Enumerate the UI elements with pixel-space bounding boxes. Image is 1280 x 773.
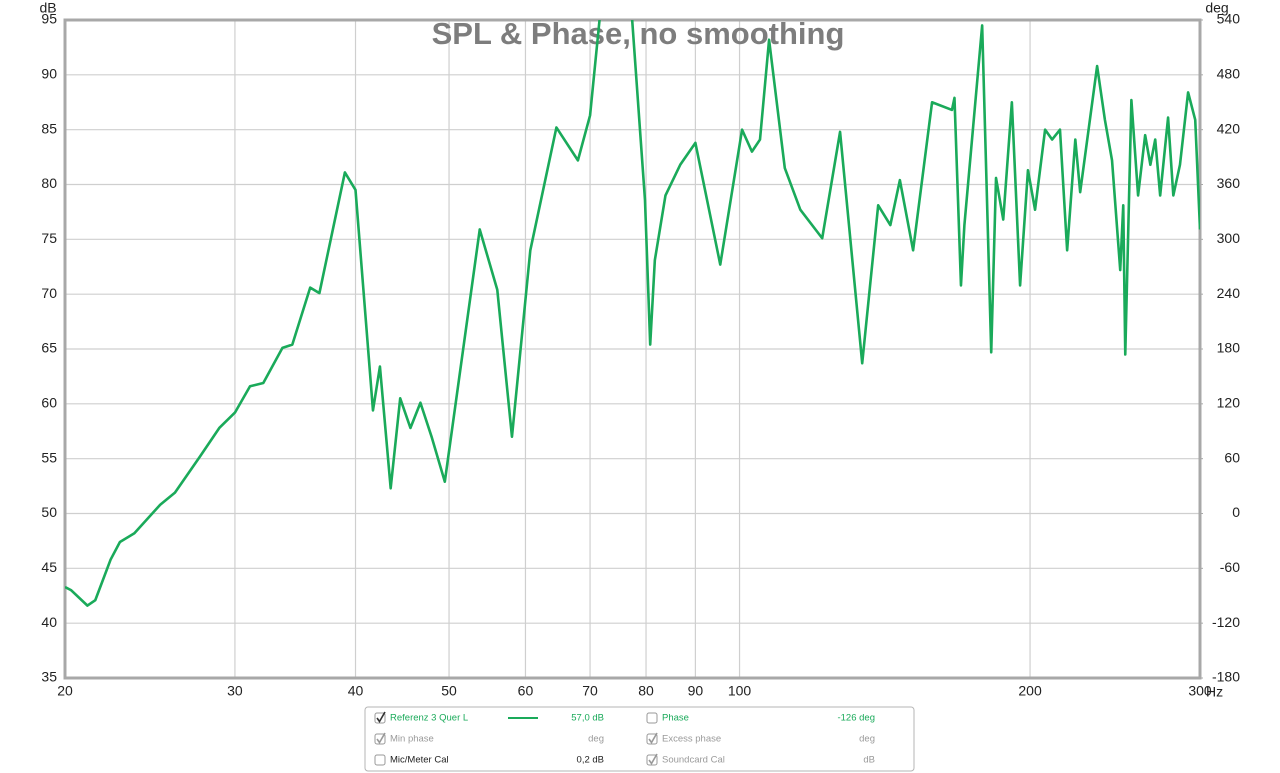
x-tick-label: 30 [227, 683, 243, 699]
checkbox[interactable] [374, 754, 386, 766]
legend-value: 57,0 dB [571, 713, 604, 724]
legend-label: Soundcard Cal [662, 755, 725, 766]
y-tick-label: 35 [41, 669, 57, 685]
y-tick-label: 90 [41, 66, 57, 82]
y2-axis-unit: deg [1205, 0, 1228, 16]
y-tick-label: 85 [41, 120, 57, 136]
legend-value: dB [863, 755, 875, 766]
spl-line [65, 20, 1200, 607]
y2-tick-label: 60 [1224, 449, 1240, 465]
y2-tick-label: 180 [1217, 340, 1241, 356]
y-tick-label: 50 [41, 504, 57, 520]
y2-tick-label: -180 [1212, 669, 1240, 685]
y-tick-label: 60 [41, 395, 57, 411]
legend-value: deg [859, 734, 875, 745]
legend-label: Excess phase [662, 734, 721, 745]
y-tick-label: 55 [41, 449, 57, 465]
x-tick-label: 60 [518, 683, 534, 699]
legend-value: -126 deg [837, 713, 875, 724]
x-tick-label: 300 [1188, 683, 1212, 699]
legend-panel [364, 706, 915, 772]
y-tick-label: 65 [41, 340, 57, 356]
x-tick-label: 40 [348, 683, 364, 699]
y2-tick-label: 420 [1217, 120, 1241, 136]
checkmark [376, 732, 386, 744]
y-tick-label: 45 [41, 559, 57, 575]
legend-label: Min phase [390, 734, 434, 745]
y2-tick-label: 300 [1217, 230, 1241, 246]
checkbox[interactable] [646, 712, 658, 724]
y-tick-label: 80 [41, 175, 57, 191]
chart-title: SPL & Phase, no smoothing [432, 16, 845, 51]
x-tick-label: 200 [1018, 683, 1042, 699]
y2-tick-label: 240 [1217, 285, 1241, 301]
y2-tick-label: 360 [1217, 175, 1241, 191]
x-tick-label: 50 [441, 683, 457, 699]
legend-value: 0,2 dB [577, 755, 604, 766]
checkmark [376, 711, 386, 723]
y-tick-label: 70 [41, 285, 57, 301]
x-tick-label: 20 [57, 683, 73, 699]
y2-tick-label: 120 [1217, 395, 1241, 411]
checkmark [648, 753, 658, 765]
x-tick-label: 90 [688, 683, 704, 699]
y-tick-label: 75 [41, 230, 57, 246]
x-tick-label: 100 [728, 683, 752, 699]
x-tick-label: 70 [582, 683, 598, 699]
y2-tick-label: 540 [1217, 11, 1241, 27]
y2-tick-label: 0 [1232, 504, 1240, 520]
y2-tick-label: -60 [1220, 559, 1240, 575]
y-tick-label: 95 [41, 11, 57, 27]
y2-tick-label: -120 [1212, 614, 1240, 630]
y-axis-unit: dB [39, 0, 56, 16]
legend-label: Referenz 3 Quer L [390, 713, 468, 724]
x-tick-label: 80 [638, 683, 654, 699]
legend-label: Phase [662, 713, 689, 724]
x-axis-unit: Hz [1206, 684, 1223, 700]
legend-label: Mic/Meter Cal [390, 755, 449, 766]
checkmark [648, 732, 658, 744]
y-tick-label: 40 [41, 614, 57, 630]
legend-value: deg [588, 734, 604, 745]
y2-tick-label: 480 [1217, 66, 1241, 82]
